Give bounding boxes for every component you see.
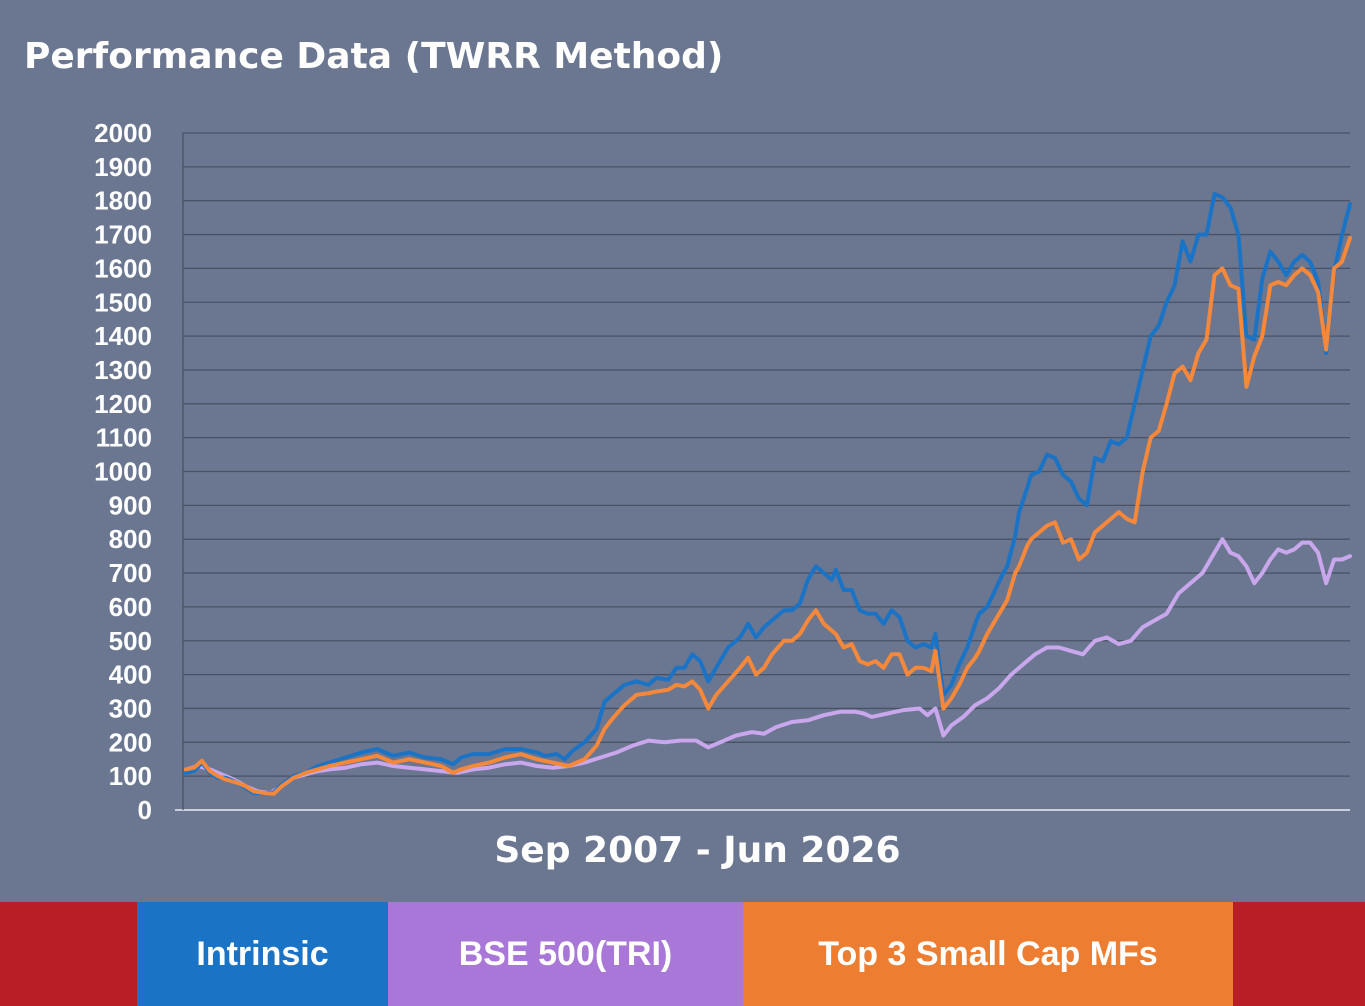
y-tick-label: 2000 — [94, 118, 152, 148]
legend-item-smallcap: Top 3 Small Cap MFs — [743, 902, 1233, 1006]
legend-pad-left — [0, 902, 137, 1006]
y-tick-label: 400 — [109, 660, 152, 690]
y-tick-label: 800 — [109, 524, 152, 554]
y-tick-label: 1800 — [94, 186, 152, 216]
chart-title: Performance Data (TWRR Method) — [24, 36, 724, 77]
y-tick-label: 1700 — [94, 220, 152, 250]
y-tick-label: 1000 — [94, 457, 152, 487]
y-tick-label: 100 — [109, 761, 152, 791]
legend-item-intrinsic: Intrinsic — [137, 902, 388, 1006]
x-axis-label: Sep 2007 - Jun 2026 — [494, 830, 901, 871]
y-tick-label: 700 — [109, 558, 152, 588]
y-tick-label: 1600 — [94, 253, 152, 283]
y-tick-label: 1500 — [94, 287, 152, 317]
series-line-intrinsic — [184, 191, 1352, 796]
y-tick-label: 0 — [138, 795, 152, 825]
series-line-top-3-small-cap-mfs — [184, 235, 1352, 796]
y-tick-label: 200 — [109, 727, 152, 757]
series-line-bse-500-tri- — [184, 537, 1352, 796]
legend-pad-right — [1233, 902, 1365, 1006]
series-lines — [184, 191, 1352, 796]
y-tick-label: 500 — [109, 626, 152, 656]
y-tick-label: 1200 — [94, 389, 152, 419]
y-tick-label: 1900 — [94, 152, 152, 182]
grid-lines — [183, 132, 1350, 777]
y-tick-label: 900 — [109, 490, 152, 520]
axes — [175, 133, 1350, 811]
legend-item-bse500: BSE 500(TRI) — [388, 902, 743, 1006]
y-tick-label: 600 — [109, 592, 152, 622]
y-tick-label: 300 — [109, 693, 152, 723]
y-tick-label: 1400 — [94, 321, 152, 351]
y-tick-label: 1100 — [96, 423, 152, 453]
y-tick-label: 1300 — [94, 355, 152, 385]
legend: Intrinsic BSE 500(TRI) Top 3 Small Cap M… — [0, 902, 1365, 1006]
